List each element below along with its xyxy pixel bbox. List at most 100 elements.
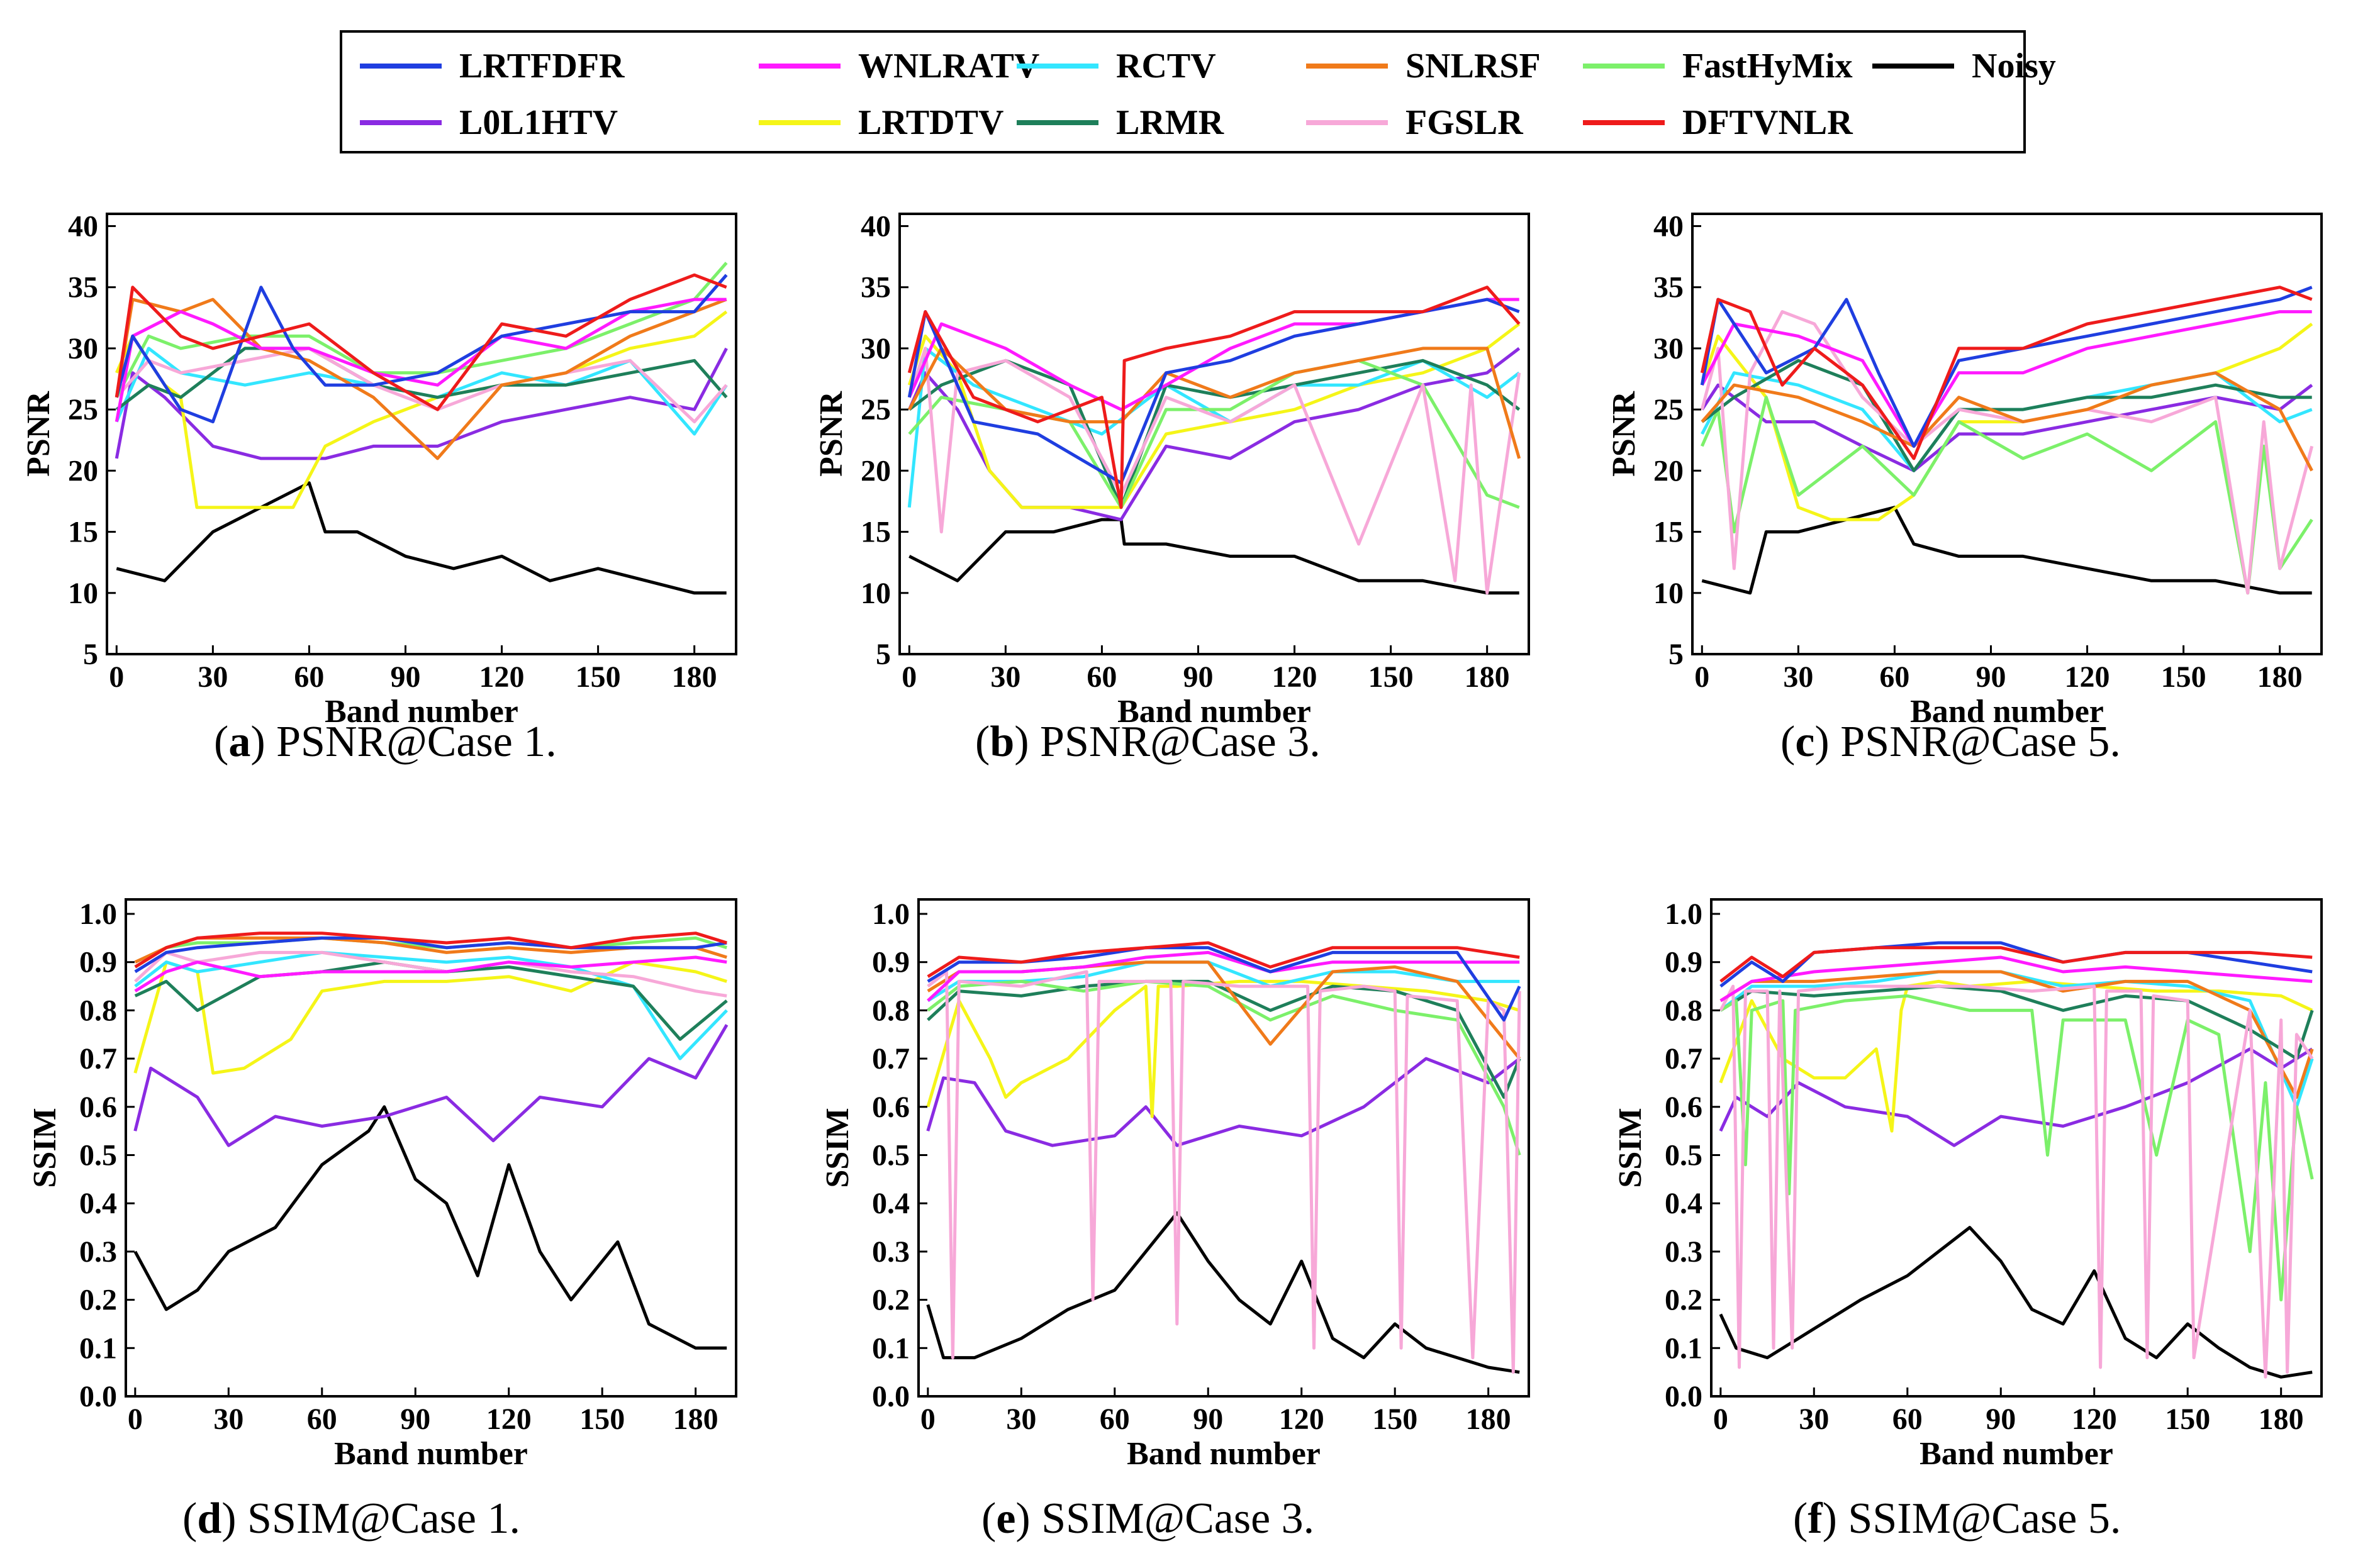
x-tick-label-150-psnr-case-1: 150: [576, 660, 621, 694]
legend-item-snlrsf: SNLRSF: [1306, 38, 1541, 94]
panel-ssim-case-1: 0 30 60 90 120 150 180 0.0 0.1 0.2 0.3 0.4 0.5 0.6 0.7…: [25, 874, 755, 1554]
series-lrtfdfr-psnr-case-1: [115, 274, 728, 424]
y-tick-label-15-psnr-case-1: 15: [68, 516, 98, 549]
y-tick-label-0-7-ssim-case-3: 0.7: [872, 1042, 910, 1076]
x-tick-label-30-psnr-case-3: 30: [990, 660, 1020, 694]
series-lrtdtv-psnr-case-3: [907, 323, 1521, 509]
plot-frame-ssim-case-1: [125, 898, 737, 1398]
panel-psnr-case-3: 0 30 60 90 120 150 180 5 10 15 20 25 30 35 40 Band numb…: [813, 189, 1548, 792]
series-dftvnlr-psnr-case-5: [1700, 286, 2313, 460]
legend-swatch-fasthymix: [1583, 64, 1665, 69]
series-snlrsf-ssim-case-5: [1719, 970, 2314, 1099]
y-tick-label-20-psnr-case-1: 20: [68, 454, 98, 487]
y-tick-label-1-0-ssim-case-5: 1.0: [1665, 898, 1702, 931]
x-tick-label-60-ssim-case-5: 60: [1892, 1403, 1923, 1436]
series-noisy-ssim-case-1: [133, 1105, 727, 1350]
y-tick-label-30-psnr-case-3: 30: [861, 332, 891, 365]
x-tick-label-120-ssim-case-1: 120: [486, 1403, 532, 1436]
caption-psnr-case-1: (a) PSNR@Case 1.: [214, 718, 557, 766]
legend-label-l0l1htv: L0L1HTV: [459, 103, 618, 142]
y-tick-label-0-7-ssim-case-1: 0.7: [79, 1042, 117, 1076]
series-lrtfdfr-ssim-case-5: [1719, 941, 2313, 988]
x-tick-label-150-psnr-case-3: 150: [1368, 660, 1414, 694]
legend-swatch-fgslr: [1306, 120, 1388, 125]
series-fgslr-psnr-case-5: [1700, 310, 2314, 595]
series-lrtdtv-psnr-case-1: [115, 310, 728, 509]
x-tick-label-60-ssim-case-1: 60: [307, 1403, 337, 1436]
x-tick-label-60-psnr-case-5: 60: [1879, 660, 1909, 694]
x-tick-label-150-ssim-case-3: 150: [1372, 1403, 1417, 1436]
series-l0l1htv-ssim-case-3: [926, 1057, 1521, 1147]
y-tick-label-1-0-ssim-case-1: 1.0: [79, 898, 117, 931]
x-tick-label-0-ssim-case-3: 0: [920, 1403, 936, 1436]
y-tick-label-0-0-ssim-case-5: 0.0: [1665, 1380, 1702, 1413]
legend-swatch-rctv: [1017, 64, 1098, 69]
series-rctv-psnr-case-3: [907, 347, 1521, 508]
y-tick-label-0-2-ssim-case-5: 0.2: [1665, 1284, 1702, 1317]
caption-ssim-case-1: (d) SSIM@Case 1.: [182, 1494, 521, 1543]
series-dftvnlr-psnr-case-1: [115, 273, 727, 411]
y-tick-label-0-8-ssim-case-5: 0.8: [1665, 994, 1702, 1027]
y-tick-label-35-psnr-case-3: 35: [861, 271, 891, 304]
x-tick-label-90-psnr-case-5: 90: [1975, 660, 2006, 694]
y-tick-label-0-5-ssim-case-3: 0.5: [872, 1139, 910, 1172]
y-axis-label-psnr-case-3: PSNR: [813, 391, 849, 477]
x-tick-label-180-ssim-case-1: 180: [673, 1403, 718, 1436]
x-tick-label-30-ssim-case-3: 30: [1006, 1403, 1036, 1436]
y-tick-label-30-psnr-case-1: 30: [68, 332, 98, 365]
y-tick-label-20-psnr-case-5: 20: [1653, 454, 1684, 487]
series-snlrsf-ssim-case-3: [927, 960, 1521, 1060]
legend-swatch-snlrsf: [1306, 64, 1388, 69]
series-fasthymix-ssim-case-5: [1719, 994, 2314, 1302]
legend-label-dftvnlr: DFTVNLR: [1682, 103, 1853, 142]
x-tick-label-120-psnr-case-1: 120: [479, 660, 525, 694]
series-dftvnlr-ssim-case-3: [927, 941, 1520, 978]
x-axis-label-ssim-case-3: Band number: [1127, 1436, 1321, 1472]
series-fgslr-psnr-case-3: [907, 347, 1521, 595]
chart-ssim-case-5: 0 30 60 90 120 150 180 0.0 0.1 0.2 0.3 0.4 0.5 0.6 0.7…: [1612, 898, 2323, 1472]
y-tick-label-0-0-ssim-case-1: 0.0: [79, 1380, 117, 1413]
series-l0l1htv-ssim-case-1: [133, 1024, 729, 1147]
y-axis-label-ssim-case-1: SSIM: [27, 1108, 63, 1187]
x-axis-label-psnr-case-5: Band number: [1910, 694, 2104, 730]
legend-swatch-l0l1htv: [360, 120, 442, 125]
series-noisy-psnr-case-3: [908, 518, 1519, 595]
y-tick-label-40-psnr-case-1: 40: [68, 209, 98, 243]
chart-psnr-case-3: 0 30 60 90 120 150 180 5 10 15 20 25 30 35 40 Band numb…: [813, 209, 1530, 730]
x-tick-label-150-ssim-case-5: 150: [2165, 1403, 2210, 1436]
legend-item-fasthymix: FastHyMix: [1583, 38, 1853, 94]
series-lrtfdfr-ssim-case-1: [134, 936, 727, 974]
x-tick-label-0-psnr-case-1: 0: [109, 660, 124, 694]
series-l0l1htv-psnr-case-3: [908, 347, 1521, 521]
legend-item-fgslr: FGSLR: [1306, 94, 1523, 151]
y-tick-label-0-6-ssim-case-5: 0.6: [1665, 1091, 1702, 1124]
y-tick-label-0-9-ssim-case-5: 0.9: [1665, 946, 1702, 979]
legend-swatch-lrtdtv: [759, 120, 841, 125]
x-axis-label-psnr-case-1: Band number: [325, 694, 518, 730]
legend-item-lrmr: LRMR: [1017, 94, 1224, 151]
y-tick-label-0-4-ssim-case-1: 0.4: [79, 1187, 117, 1220]
y-axis-label-psnr-case-5: PSNR: [1606, 391, 1642, 477]
series-wnlratv-psnr-case-5: [1701, 310, 2312, 448]
x-tick-label-180-psnr-case-5: 180: [2257, 660, 2303, 694]
x-tick-label-180-psnr-case-3: 180: [1465, 660, 1510, 694]
x-tick-label-90-ssim-case-5: 90: [1986, 1403, 2016, 1436]
y-tick-label-20-psnr-case-3: 20: [861, 454, 891, 487]
series-snlrsf-psnr-case-3: [908, 347, 1521, 459]
y-tick-label-10-psnr-case-5: 10: [1653, 577, 1684, 610]
legend-item-rctv: RCTV: [1017, 38, 1216, 94]
series-noisy-ssim-case-3: [926, 1211, 1520, 1374]
y-tick-label-0-3-ssim-case-3: 0.3: [872, 1235, 910, 1269]
series-wnlratv-ssim-case-3: [927, 950, 1520, 1002]
x-tick-label-60-ssim-case-3: 60: [1100, 1403, 1130, 1436]
chart-psnr-case-1: 0 30 60 90 120 150 180 5 10 15 20 25 30 35 40 Band numb…: [21, 209, 737, 730]
y-tick-label-0-3-ssim-case-1: 0.3: [79, 1235, 117, 1269]
legend-item-noisy: Noisy: [1872, 38, 2056, 94]
legend-label-snlrsf: SNLRSF: [1405, 47, 1541, 86]
series-lrtdtv-ssim-case-3: [926, 979, 1520, 1118]
x-tick-label-180-ssim-case-5: 180: [2259, 1403, 2304, 1436]
y-tick-label-0-3-ssim-case-5: 0.3: [1665, 1235, 1702, 1269]
plot-frame-psnr-case-5: [1691, 213, 2323, 655]
x-tick-label-90-psnr-case-3: 90: [1183, 660, 1213, 694]
series-lrmr-ssim-case-1: [134, 960, 728, 1041]
